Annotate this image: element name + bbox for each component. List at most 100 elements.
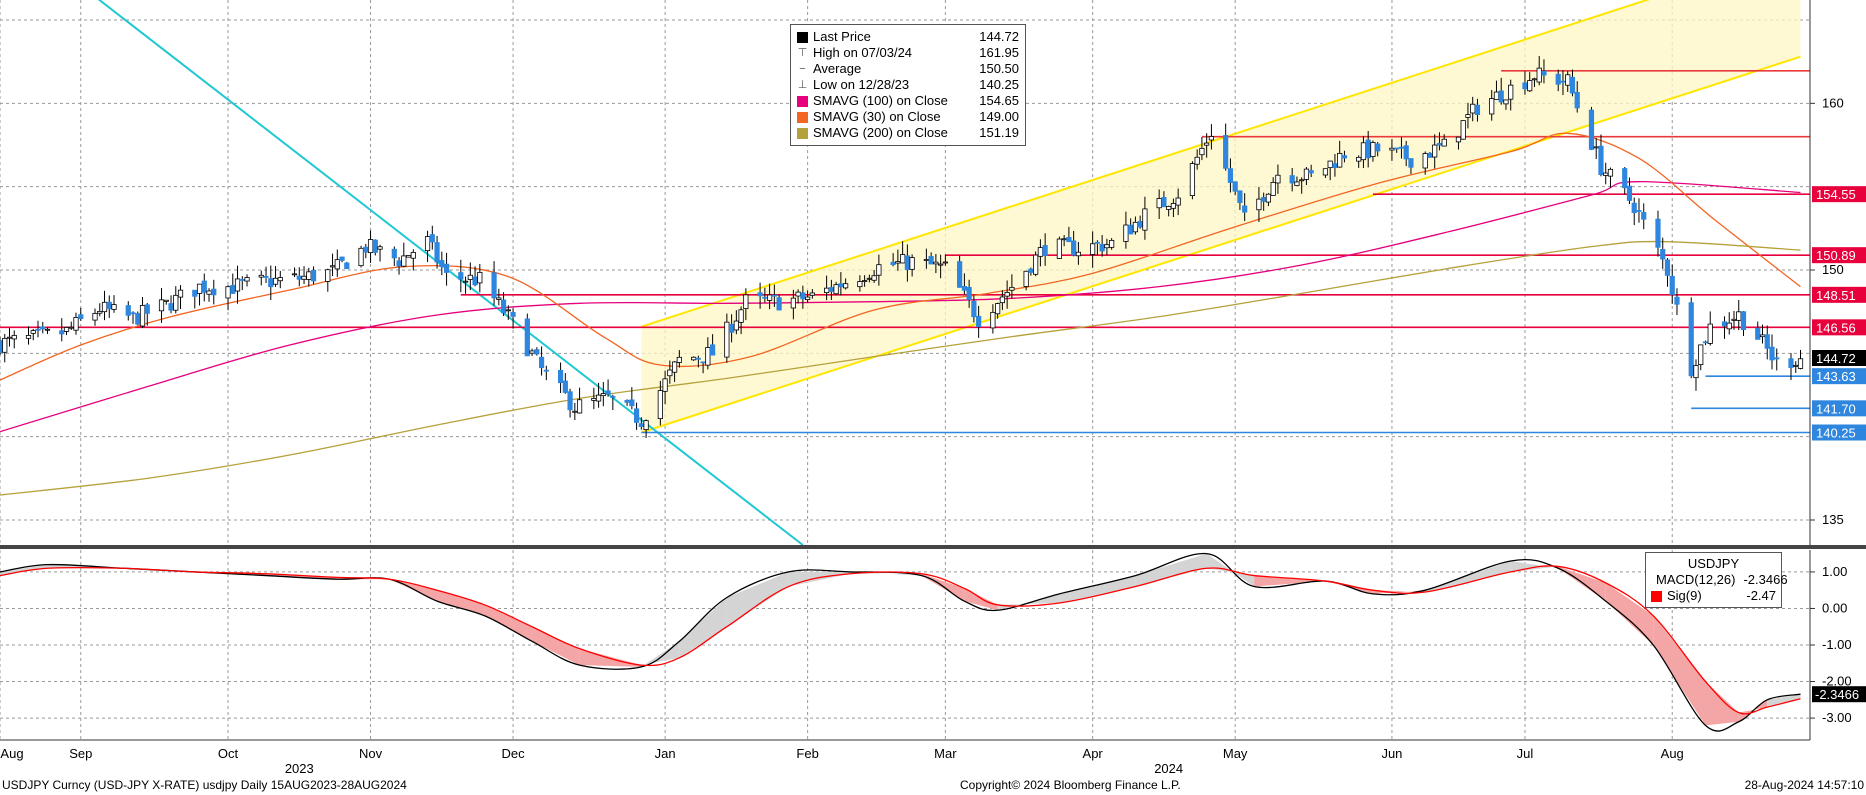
candle-up — [1132, 221, 1139, 233]
candle-up — [44, 328, 51, 331]
candle-up — [25, 335, 32, 339]
candle-up — [367, 239, 374, 254]
candle-up — [600, 393, 606, 397]
macd-legend: USDJPY MACD(12,26) -2.3466 Sig(9) -2.47 — [1645, 552, 1788, 608]
candle-up — [1370, 142, 1376, 157]
legend-value: 151.19 — [979, 125, 1019, 140]
candle-up — [1565, 74, 1571, 86]
macd-fill — [641, 641, 680, 667]
candle-down — [1660, 249, 1666, 260]
candle-up — [824, 287, 830, 293]
candle-up — [1170, 203, 1177, 209]
candle-up — [73, 317, 79, 331]
price-legend-row: − Average 150.50 — [797, 61, 1019, 77]
footer-description: USDJPY Curncy (USD-JPY X-RATE) usdjpy Da… — [2, 778, 407, 792]
candle-down — [1332, 163, 1338, 168]
candle-up — [11, 334, 17, 340]
level-tag: 150.89 — [1816, 248, 1856, 263]
candle-down — [135, 313, 141, 325]
candle-down — [638, 423, 644, 427]
candle-down — [1588, 109, 1595, 150]
candle-down — [966, 286, 972, 300]
candle-up — [591, 398, 597, 401]
candle-down — [40, 326, 46, 330]
macd-last-tag: -2.3466 — [1815, 687, 1859, 702]
candle-down — [1598, 145, 1604, 175]
candle-down — [1161, 196, 1167, 208]
candle-up — [809, 292, 815, 296]
candle-down — [1099, 243, 1105, 252]
macd-fill — [1372, 590, 1426, 594]
candle-down — [562, 380, 568, 393]
candle-down — [1674, 296, 1680, 305]
candle-down — [976, 315, 982, 328]
candle-up — [833, 284, 839, 295]
price-legend-row: SMAVG (200) on Close 151.19 — [797, 125, 1019, 141]
candle-down — [1042, 245, 1048, 256]
candle-up — [1104, 244, 1110, 249]
candle-down — [35, 328, 41, 331]
month-label: Dec — [502, 746, 526, 761]
candle-up — [92, 312, 98, 321]
candle-up — [1004, 292, 1010, 297]
ma-line-200 — [0, 240, 1801, 496]
candle-up — [1199, 147, 1205, 156]
candle-down — [201, 280, 207, 293]
candle-up — [30, 330, 36, 334]
candle-down — [957, 261, 963, 288]
candle-up — [1422, 153, 1428, 169]
legend-name: Last Price — [813, 29, 871, 44]
candle-up — [1303, 168, 1310, 180]
signal-line — [0, 565, 1801, 715]
candle-down — [1574, 91, 1580, 109]
candle-up — [139, 305, 146, 327]
ma-line-100 — [0, 181, 1801, 433]
candle-up — [1009, 286, 1015, 291]
candle-up — [909, 257, 915, 270]
macd-fill — [484, 604, 533, 642]
candle-down — [1242, 205, 1248, 213]
macd-fill — [1705, 681, 1739, 726]
legend-value: -2.3466 — [1743, 572, 1788, 587]
candle-up — [334, 259, 340, 270]
legend-value: 150.50 — [979, 61, 1019, 76]
candle-down — [1669, 275, 1675, 295]
candle-up — [1204, 142, 1210, 146]
candle-down — [310, 269, 317, 282]
legend-value: 161.95 — [979, 45, 1019, 60]
candle-down — [1237, 190, 1243, 204]
candle-up — [101, 301, 108, 313]
candle-up — [1607, 168, 1614, 177]
month-label: May — [1223, 746, 1248, 761]
candle-down — [538, 356, 545, 369]
candle-up — [68, 326, 74, 329]
candle-down — [1261, 197, 1267, 202]
candle-up — [1389, 147, 1395, 151]
candle-up — [595, 394, 602, 402]
candle-down — [1232, 181, 1238, 192]
month-label: Oct — [218, 746, 239, 761]
footer-copyright: Copyright© 2024 Bloomberg Finance L.P. — [960, 778, 1181, 792]
candle-down — [800, 292, 806, 300]
candle-up — [272, 277, 279, 285]
candle-up — [424, 236, 431, 252]
candle-down — [363, 246, 369, 253]
level-tag: 143.63 — [1816, 369, 1856, 384]
candle-up — [743, 294, 749, 310]
candle-up — [301, 275, 307, 280]
candle-up — [862, 280, 868, 282]
legend-name: MACD(12,26) — [1656, 572, 1736, 587]
candle-up — [1275, 174, 1281, 184]
candle-down — [396, 260, 402, 267]
candle-up — [1075, 251, 1081, 257]
candle-down — [1788, 358, 1794, 368]
candle-down — [838, 283, 844, 288]
trend-channel-lower — [641, 55, 1801, 434]
macd-fill — [1325, 581, 1373, 594]
candle-up — [2, 338, 8, 353]
candle-up — [576, 399, 583, 414]
candle-up — [1493, 91, 1500, 101]
level-tag-bg — [1812, 286, 1866, 303]
candle-down — [296, 275, 302, 280]
candle-down — [1755, 327, 1761, 340]
